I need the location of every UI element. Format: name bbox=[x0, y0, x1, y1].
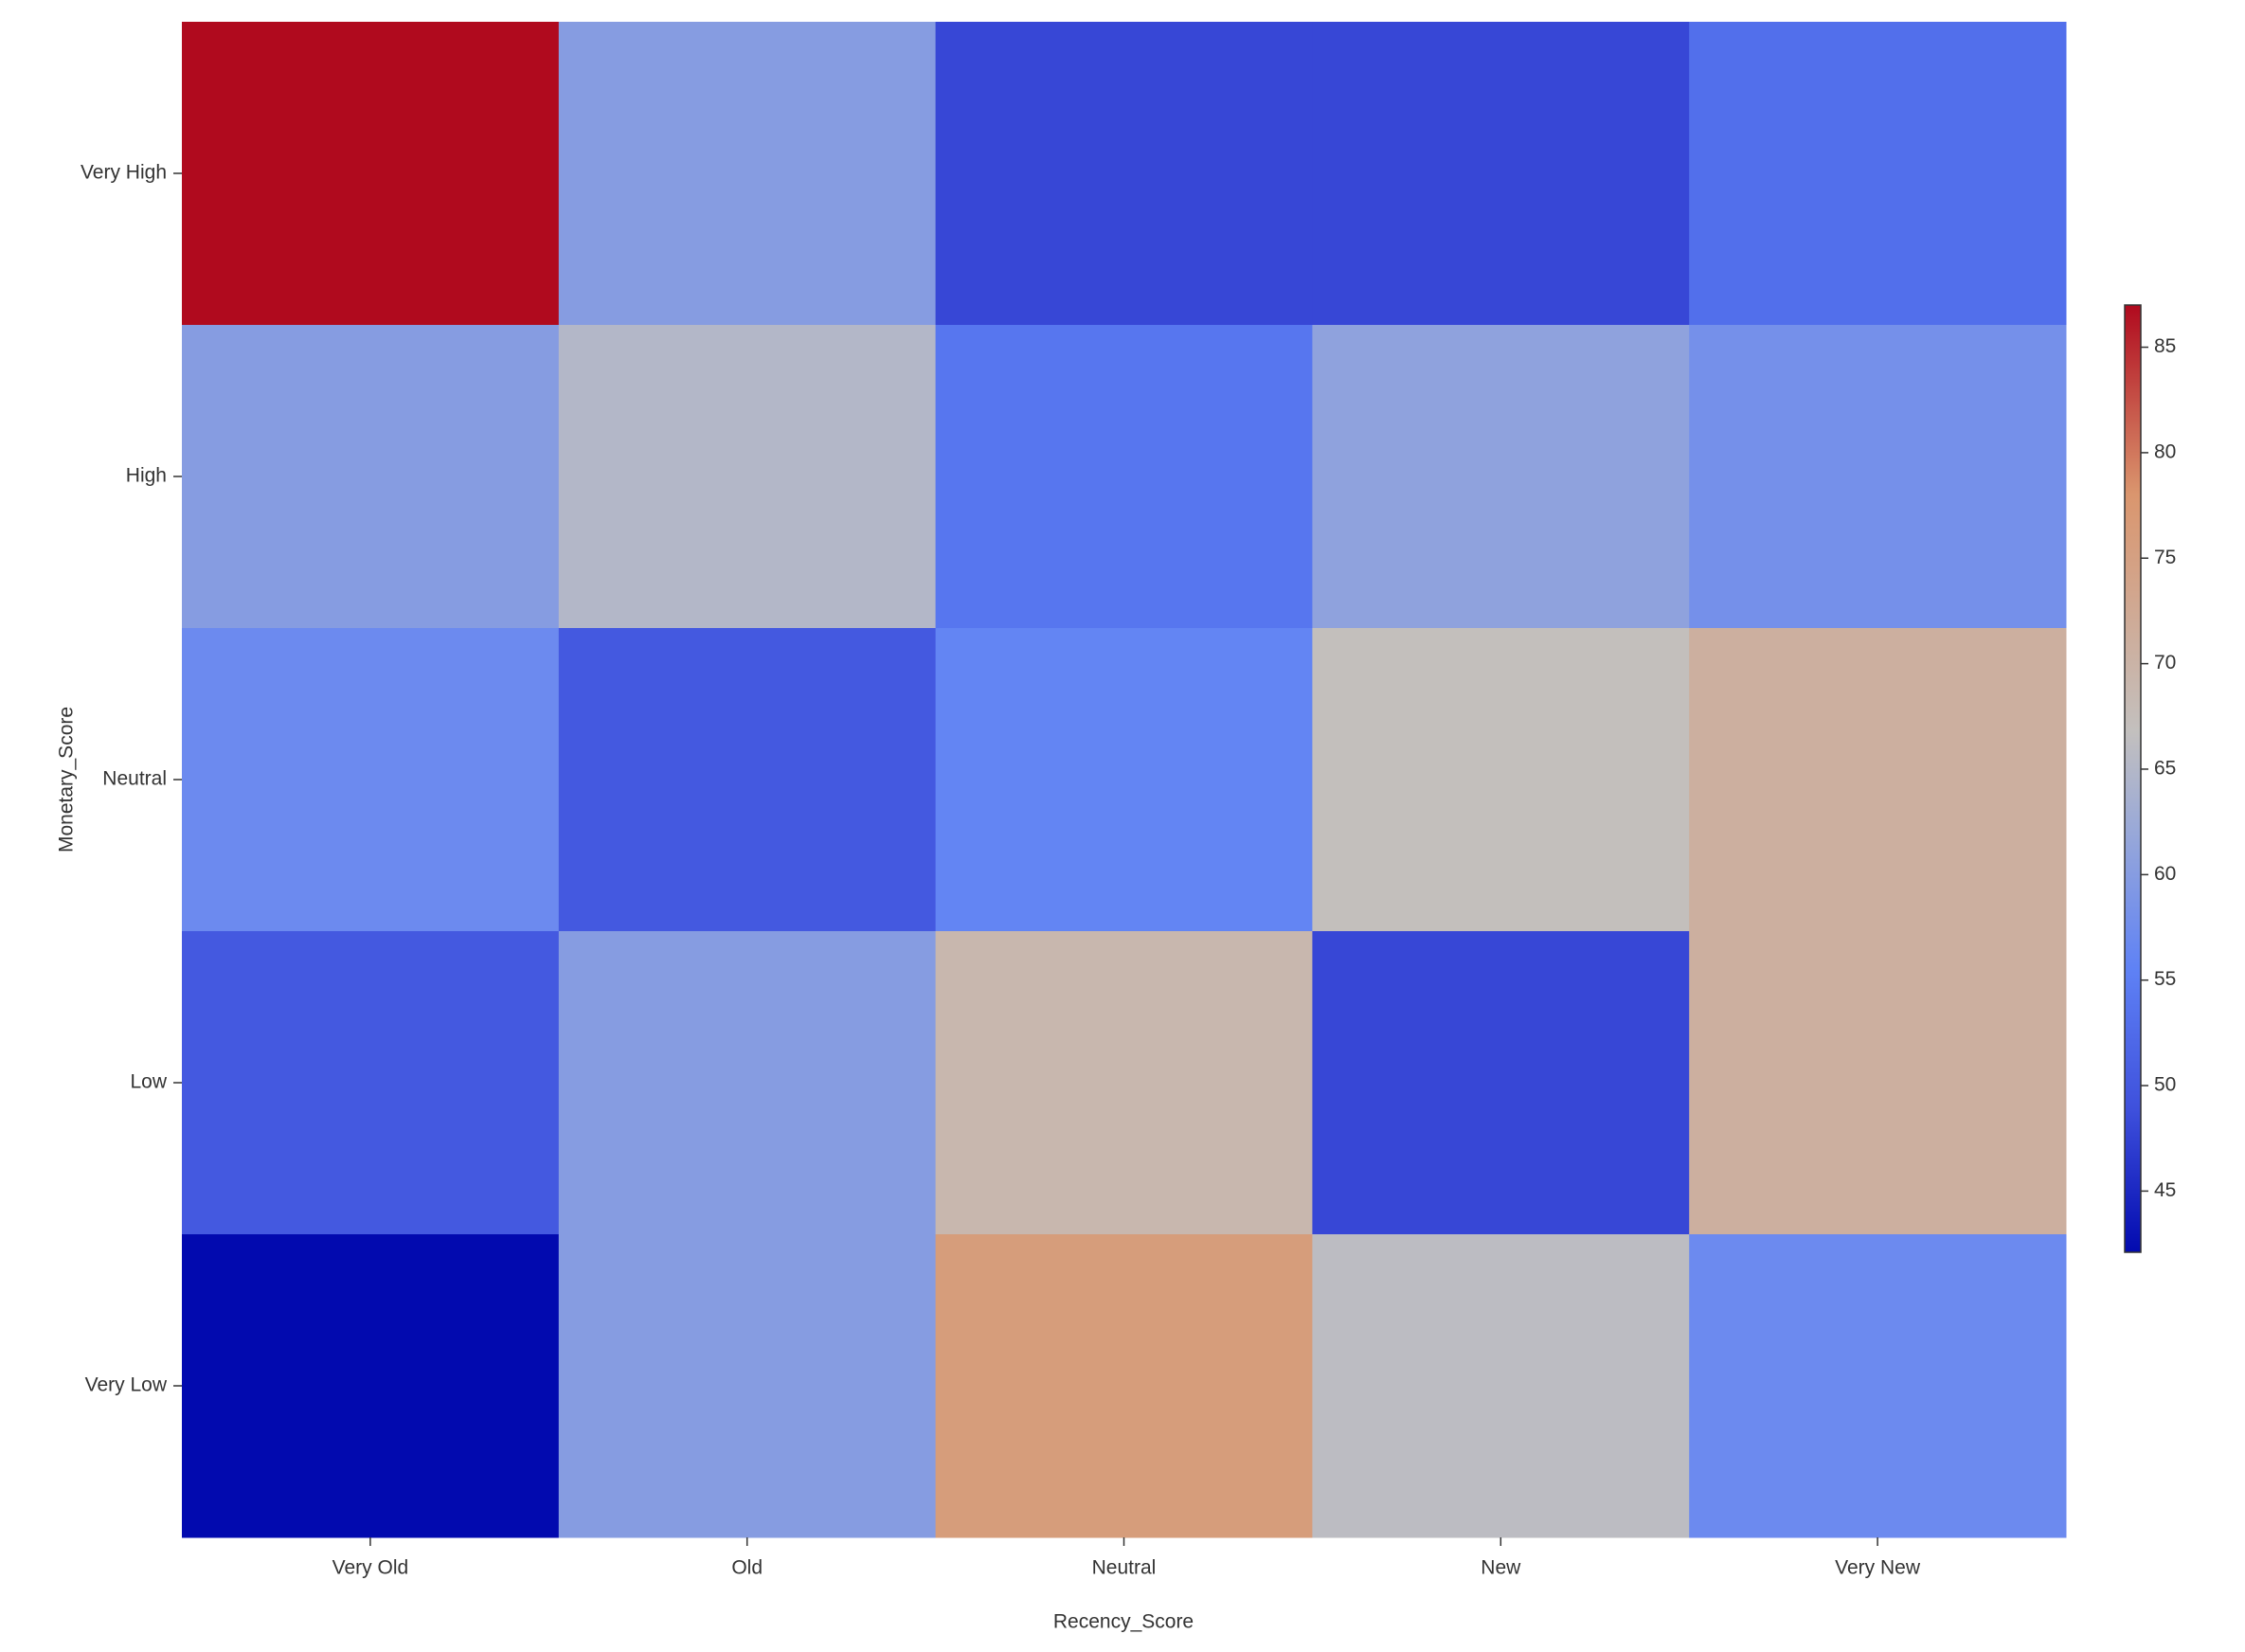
y-tick-label: Low bbox=[130, 1071, 167, 1093]
heatmap-cell bbox=[1689, 325, 2067, 629]
heatmap-cell bbox=[1689, 931, 2067, 1235]
heatmap-cell bbox=[182, 628, 560, 932]
colorbar-tick-label: 60 bbox=[2154, 863, 2176, 885]
colorbar-tick-label: 80 bbox=[2154, 440, 2176, 462]
heatmap-cell bbox=[182, 1234, 560, 1538]
x-tick-label: Neutral bbox=[1092, 1557, 1157, 1579]
x-tick-label: New bbox=[1481, 1557, 1521, 1579]
heatmap-cell bbox=[935, 325, 1313, 629]
y-tick-label: Neutral bbox=[102, 768, 167, 790]
x-tick-label: Very Old bbox=[332, 1557, 409, 1579]
colorbar bbox=[2124, 304, 2142, 1253]
heatmap-cell bbox=[1312, 325, 1690, 629]
heatmap-cell bbox=[182, 22, 560, 326]
heatmap-cell bbox=[558, 325, 937, 629]
colorbar-tick-label: 70 bbox=[2154, 652, 2176, 673]
heatmap-cell bbox=[1312, 931, 1690, 1235]
heatmap-cell bbox=[935, 931, 1313, 1235]
heatmap-cell bbox=[935, 1234, 1313, 1538]
heatmap-cell bbox=[1689, 628, 2067, 932]
heatmap-cell bbox=[1312, 628, 1690, 932]
y-axis-label: Monetary_Score bbox=[56, 707, 78, 853]
colorbar-tick-label: 85 bbox=[2154, 335, 2176, 357]
y-tick-label: Very Low bbox=[85, 1374, 168, 1396]
heatmap-cell bbox=[1312, 22, 1690, 326]
x-tick-label: Old bbox=[731, 1557, 763, 1579]
heatmap-cell bbox=[1689, 1234, 2067, 1538]
x-tick-label: Very New bbox=[1835, 1557, 1921, 1579]
y-tick-label: High bbox=[126, 465, 167, 487]
heatmap-cell bbox=[182, 931, 560, 1235]
colorbar-tick-label: 75 bbox=[2154, 547, 2176, 568]
heatmap-cell bbox=[1312, 1234, 1690, 1538]
heatmap-cell bbox=[558, 931, 937, 1235]
heatmap-cell bbox=[558, 22, 937, 326]
x-axis-label: Recency_Score bbox=[1053, 1611, 1194, 1633]
heatmap-cell bbox=[935, 22, 1313, 326]
colorbar-tick-label: 45 bbox=[2154, 1179, 2176, 1201]
colorbar-tick-label: 65 bbox=[2154, 758, 2176, 780]
heatmap-cell bbox=[558, 1234, 937, 1538]
heatmap-cell bbox=[1689, 22, 2067, 326]
heatmap-cell bbox=[558, 628, 937, 932]
colorbar-tick-label: 50 bbox=[2154, 1074, 2176, 1096]
heatmap-cell bbox=[182, 325, 560, 629]
colorbar-tick-label: 55 bbox=[2154, 968, 2176, 990]
y-tick-label: Very High bbox=[81, 162, 167, 184]
heatmap-cell bbox=[935, 628, 1313, 932]
